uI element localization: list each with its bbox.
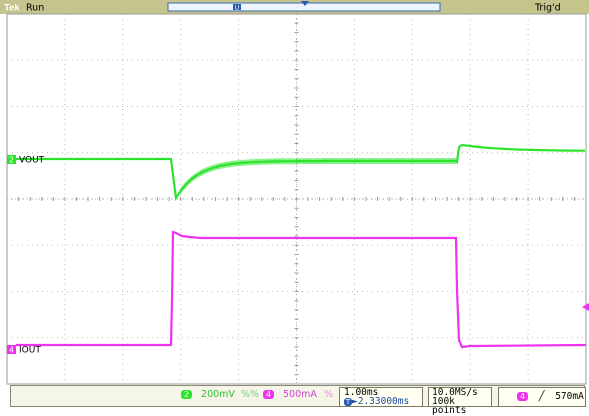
svg-text:2: 2 bbox=[9, 156, 14, 165]
ch4-badge: 4 bbox=[263, 390, 274, 399]
trigger-readout[interactable]: 4 ╱ 570mA bbox=[498, 387, 586, 407]
timebase-readout[interactable]: 1.00ms T ►2.33000ms bbox=[339, 387, 423, 407]
record-length: 100k points bbox=[432, 396, 467, 416]
waveform-iout bbox=[16, 230, 587, 349]
rising-edge-icon: ╱ bbox=[538, 391, 545, 402]
time-position: ►2.33000ms bbox=[352, 396, 410, 407]
center-marker-top-icon bbox=[301, 1, 309, 6]
acquisition-readout[interactable]: 10.0MS/s 100k points bbox=[428, 387, 492, 415]
ch4-label: IOUT bbox=[19, 346, 41, 356]
waveform-vout bbox=[16, 143, 585, 202]
ch2-bandwidth-icon: %% bbox=[240, 389, 260, 400]
sample-rate: 10.0MS/s bbox=[432, 387, 478, 398]
ch2-badge: 2 bbox=[181, 390, 192, 399]
graticule-grid bbox=[6, 13, 587, 385]
ch4-scale: 500mA bbox=[283, 389, 317, 400]
ch2-label: VOUT bbox=[19, 156, 45, 166]
run-status: Run bbox=[26, 3, 44, 14]
ch4-ground-marker[interactable]: 4 bbox=[7, 345, 16, 355]
svg-text:4: 4 bbox=[9, 346, 14, 355]
ch2-ground-marker[interactable]: 2 bbox=[7, 155, 16, 165]
ch4-scale-readout[interactable]: 4 500mA % bbox=[263, 388, 333, 402]
ch2-scale: 200mV bbox=[201, 389, 235, 400]
brand-logo: Tek bbox=[4, 3, 20, 14]
time-position-marker: T bbox=[344, 397, 352, 406]
ch4-bandwidth-icon: % bbox=[323, 389, 333, 400]
ch2-scale-readout[interactable]: 2 200mV %% bbox=[181, 388, 259, 402]
trigger-status: Trig'd bbox=[534, 3, 561, 14]
trigger-source-badge: 4 bbox=[517, 392, 528, 401]
record-window-marker[interactable]: U bbox=[233, 4, 241, 12]
trigger-level-icon[interactable] bbox=[582, 303, 589, 311]
svg-text:U: U bbox=[235, 5, 239, 12]
time-scale: 1.00ms bbox=[344, 387, 379, 398]
trigger-level: 570mA bbox=[555, 391, 584, 402]
